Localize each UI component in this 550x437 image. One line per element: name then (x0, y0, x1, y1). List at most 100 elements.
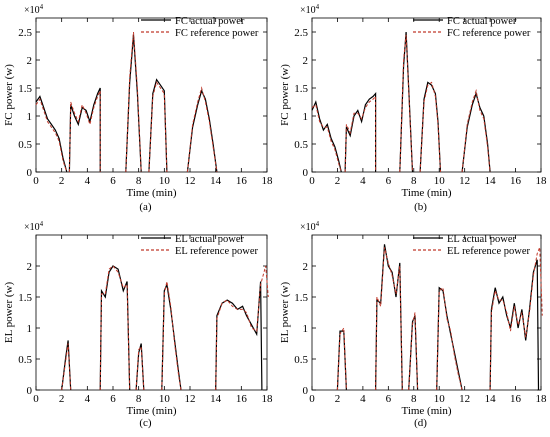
series-reference-line (344, 95, 377, 173)
series-reference-line (61, 343, 72, 391)
y-tick-label: 1.5 (294, 83, 308, 95)
x-tick-label: 8 (411, 175, 417, 187)
y-axis-label: EL power (w) (279, 282, 291, 344)
x-tick-label: 2 (335, 393, 341, 405)
panel-caption: (d) (414, 417, 427, 429)
y-tick-label: 2 (303, 261, 309, 273)
legend-entry: FC reference power (447, 28, 531, 39)
x-axis-label: Time (min) (401, 187, 451, 199)
x-axis-label: Time (min) (401, 405, 451, 417)
y-exponent-label: ×104 (300, 220, 320, 233)
y-tick-label: 1.5 (18, 292, 32, 304)
x-tick-label: 18 (262, 393, 274, 405)
series-reference-line (68, 90, 101, 173)
y-tick-label: 2 (303, 55, 309, 67)
series-reference-line (125, 31, 142, 173)
series-actual-line (215, 281, 263, 391)
series-reference-line (489, 247, 543, 391)
y-tick-label: 0.5 (294, 139, 308, 151)
series-reference-line (161, 281, 182, 391)
series-reference-line (148, 81, 168, 173)
legend-entry: FC reference power (175, 28, 259, 39)
plot-frame (35, 17, 268, 173)
x-tick-label: 18 (536, 175, 548, 187)
y-exponent-power: 4 (40, 220, 44, 228)
x-tick-label: 12 (185, 393, 196, 405)
series-reference-line (336, 326, 347, 391)
legend-entry: EL reference power (175, 246, 258, 257)
series-reference-line (436, 286, 463, 391)
y-tick-label: 1 (303, 323, 309, 335)
x-tick-label: 8 (136, 393, 142, 405)
x-tick-label: 0 (309, 393, 315, 405)
x-tick-label: 16 (510, 393, 522, 405)
y-tick-label: 0.5 (18, 354, 32, 366)
legend-entry: FC actual power (447, 16, 517, 27)
y-exponent-power: 4 (316, 3, 320, 11)
x-tick-label: 12 (185, 175, 196, 187)
y-tick-label: 1.5 (18, 83, 32, 95)
y-tick-label: 1 (27, 323, 33, 335)
y-tick-label: 0 (27, 167, 33, 179)
y-tick-label: 1 (303, 111, 309, 123)
plot-frame (311, 234, 542, 391)
y-tick-label: 2.5 (294, 27, 308, 39)
series-actual-line (344, 92, 377, 173)
series-actual-line (135, 343, 145, 391)
x-tick-label: 12 (459, 393, 470, 405)
x-tick-label: 16 (510, 175, 522, 187)
y-tick-label: 2 (27, 261, 33, 273)
x-tick-label: 6 (110, 393, 116, 405)
panel-caption: (c) (139, 417, 152, 429)
series-reference-line (419, 81, 441, 173)
y-tick-label: 1.5 (294, 292, 308, 304)
y-exponent-power: 4 (316, 220, 320, 228)
y-axis-label: FC power (w) (3, 64, 15, 126)
series-actual-line (125, 34, 142, 173)
x-tick-label: 8 (136, 175, 142, 187)
x-tick-label: 14 (485, 393, 497, 405)
y-exponent-label: ×104 (24, 3, 44, 16)
series-actual-line (311, 100, 342, 173)
series-actual-line (408, 315, 419, 391)
y-tick-label: 2.5 (18, 27, 32, 39)
x-tick-label: 0 (33, 175, 39, 187)
x-tick-label: 4 (360, 393, 366, 405)
series-actual-line (99, 265, 131, 391)
x-tick-label: 10 (159, 175, 171, 187)
x-tick-label: 4 (85, 175, 91, 187)
series-actual-line (489, 259, 540, 391)
x-tick-label: 4 (360, 175, 366, 187)
series-reference-line (375, 247, 403, 391)
chart-panel-4: 0 2 4 6 8 10 12 14 16 18 0 0.5 1 1.5 2 ×104 Time (min) EL… (279, 220, 547, 429)
x-tick-label: 2 (59, 393, 65, 405)
series-reference-line (215, 265, 269, 391)
series-reference-line (35, 98, 68, 173)
panel-caption: (a) (139, 201, 152, 213)
x-tick-label: 0 (33, 393, 39, 405)
y-axis-label: FC power (w) (279, 64, 291, 126)
chart-panel-3: 0 2 4 6 8 10 12 14 16 18 0 0.5 1 1.5 2 ×104 Time (min) EL… (3, 220, 273, 429)
legend-entry: EL reference power (447, 246, 530, 257)
x-tick-label: 0 (309, 175, 315, 187)
series-reference-line (399, 34, 413, 173)
x-axis-label: Time (min) (126, 187, 176, 199)
y-exponent-label: ×104 (300, 3, 320, 16)
x-tick-label: 10 (159, 393, 171, 405)
x-tick-label: 14 (210, 175, 222, 187)
x-axis-label: Time (min) (126, 405, 176, 417)
x-tick-label: 2 (59, 175, 65, 187)
legend-entry: EL actual power (175, 234, 244, 245)
x-tick-label: 12 (459, 175, 470, 187)
y-tick-label: 0.5 (294, 354, 308, 366)
x-tick-label: 4 (85, 393, 91, 405)
chart-panel-1: 0 2 4 6 8 10 12 14 16 18 0 0.5 1 1.5 2 2.5 ×104 Time (min… (3, 3, 273, 213)
plot-frame (35, 234, 268, 391)
series-actual-line (68, 87, 101, 173)
y-tick-label: 0 (303, 167, 309, 179)
series-reference-line (408, 312, 419, 391)
series-reference-line (99, 265, 131, 391)
x-tick-label: 14 (485, 175, 497, 187)
x-tick-label: 16 (236, 175, 248, 187)
